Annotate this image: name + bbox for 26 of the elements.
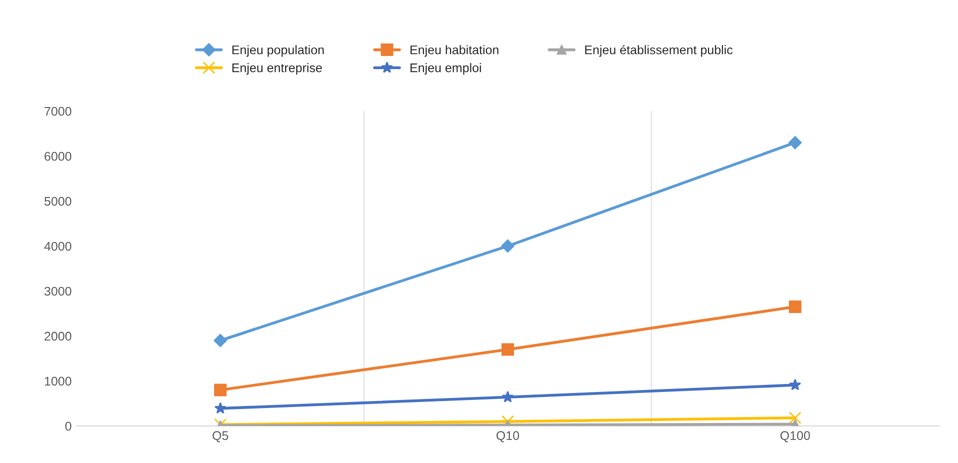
y-tick-label: 2000 xyxy=(44,332,72,341)
y-tick-label: 5000 xyxy=(44,196,72,206)
point xyxy=(501,343,514,356)
x-tick-label: Q10 xyxy=(496,431,520,442)
legend-label: Enjeu entreprise xyxy=(232,63,322,75)
y-tick-label: 4000 xyxy=(44,242,72,251)
legend-label: Enjeu habitation xyxy=(410,45,498,57)
y-tick-label: 0 xyxy=(65,422,72,431)
point xyxy=(214,384,227,396)
y-tick-label: 1000 xyxy=(44,376,72,386)
point xyxy=(502,390,514,402)
legend-label: Enjeu établissement public xyxy=(585,44,733,57)
point xyxy=(214,334,227,348)
y-tick-label: 3000 xyxy=(44,286,72,296)
point xyxy=(788,300,802,314)
legend-label: Enjeu population xyxy=(232,45,324,57)
point xyxy=(788,136,802,150)
x-tick-label: Q100 xyxy=(780,431,810,442)
point xyxy=(789,378,802,390)
legend-label: Enjeu emploi xyxy=(410,63,481,75)
point xyxy=(214,402,226,414)
x-tick-label: Q5 xyxy=(212,431,228,442)
y-tick-label: 7000 xyxy=(44,106,72,116)
point xyxy=(788,412,802,424)
point xyxy=(501,239,514,253)
y-tick-label: 6000 xyxy=(44,152,72,161)
